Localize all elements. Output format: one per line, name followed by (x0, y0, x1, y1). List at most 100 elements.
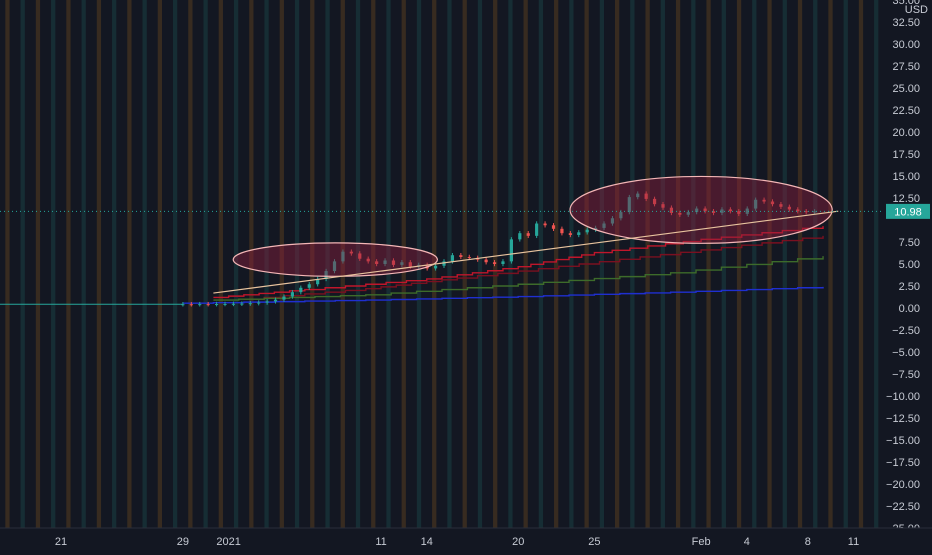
x-tick-label: Feb (692, 536, 711, 548)
candle-body (282, 296, 286, 300)
candle-body (804, 211, 808, 213)
candle-body (602, 223, 606, 228)
candle-body (551, 225, 556, 229)
day-stripe (828, 0, 833, 528)
candle-body (484, 259, 488, 263)
price-axis[interactable]: USD 35.00 32.50 30.00 27.50 25.00 22.50 20.00 1… (884, 0, 932, 535)
x-tick-label: 14 (421, 536, 433, 548)
time-axis-background (0, 528, 932, 550)
price-axis-background (884, 0, 932, 528)
moving-average-line (213, 256, 824, 301)
candle-body (181, 304, 185, 306)
time-axis[interactable]: 21 29 2021 11 14 20 25 Feb 4 8 11 (0, 527, 932, 550)
candle-body (678, 212, 682, 215)
day-stripe (721, 0, 726, 528)
candle-body (543, 223, 547, 226)
candle-body (745, 208, 749, 214)
moving-averages (182, 226, 824, 304)
moving-average-line (243, 235, 824, 300)
day-stripe (782, 0, 787, 528)
day-stripe (858, 0, 864, 528)
candle-body (248, 303, 252, 305)
last-price-label: 10.98 (894, 206, 922, 218)
candle-body (627, 197, 631, 213)
candle-body (290, 292, 294, 297)
day-stripe (188, 0, 193, 528)
y-tick-label: 15.00 (892, 171, 920, 183)
candle-body (324, 271, 328, 279)
candle-body (492, 262, 497, 264)
day-stripe (554, 0, 559, 528)
x-tick-label: 2021 (216, 536, 240, 548)
day-stripe (340, 0, 345, 528)
y-tick-label: −7.50 (892, 369, 920, 381)
x-tick-label: 29 (177, 536, 189, 548)
candle-body (349, 251, 353, 254)
day-stripe (279, 0, 284, 528)
y-tick-label: 2.50 (899, 281, 920, 293)
candle-body (737, 211, 741, 214)
day-stripe (462, 0, 467, 528)
candle-body (568, 233, 572, 235)
x-tick-label: 8 (805, 536, 811, 548)
day-stripe (401, 0, 406, 528)
day-stripe (203, 0, 208, 528)
day-stripe (142, 0, 147, 528)
candle-body (695, 208, 699, 213)
candle-body (257, 302, 261, 304)
candle-body (686, 212, 690, 215)
day-stripe (294, 0, 300, 528)
candle-body (728, 209, 732, 212)
day-stripe (874, 0, 879, 528)
candle-body (442, 261, 446, 266)
x-tick-label: 11 (375, 536, 386, 548)
day-stripe (797, 0, 803, 528)
x-tick-label: 4 (744, 536, 750, 548)
candle-body (307, 284, 311, 288)
candle-body (652, 198, 657, 205)
y-tick-label: 27.50 (892, 61, 920, 73)
candle-body (661, 204, 665, 208)
candle-body (206, 304, 210, 306)
x-tick-label: 20 (512, 536, 524, 548)
candle-body (796, 209, 800, 212)
candle-body (610, 218, 615, 224)
y-tick-label: −12.50 (886, 413, 920, 425)
moving-average-line (213, 226, 824, 299)
candle-body (231, 303, 236, 305)
day-stripe (81, 0, 86, 528)
day-stripe (706, 0, 711, 528)
day-stripe (20, 0, 25, 528)
candle-body (619, 212, 623, 219)
day-stripe (66, 0, 71, 528)
day-stripe (736, 0, 742, 528)
candle-body (813, 211, 817, 213)
y-tick-label: −2.50 (892, 325, 920, 337)
candle-body (316, 278, 320, 285)
day-stripe (5, 0, 10, 528)
y-tick-label: 35.00 (892, 0, 920, 7)
candle-body (332, 261, 337, 272)
candle-body (501, 261, 505, 264)
candle-body (526, 233, 530, 236)
candle-body (585, 229, 589, 233)
y-tick-label: −15.00 (886, 435, 920, 447)
day-stripe (813, 0, 818, 528)
candle-body (560, 228, 564, 234)
day-stripe (675, 0, 681, 528)
candle-body (223, 303, 227, 305)
candle-body (779, 204, 783, 207)
y-tick-label: −10.00 (886, 391, 920, 403)
candle-body (787, 206, 791, 210)
last-price-tag: 10.98 (886, 203, 930, 219)
trendline-group (213, 210, 839, 294)
candle-body (240, 303, 244, 305)
day-stripe (477, 0, 483, 528)
day-stripe (310, 0, 315, 528)
candle-body (636, 193, 640, 198)
y-tick-label: −5.00 (892, 347, 920, 359)
highlight-ellipses (232, 175, 833, 277)
candle-body (669, 207, 674, 213)
